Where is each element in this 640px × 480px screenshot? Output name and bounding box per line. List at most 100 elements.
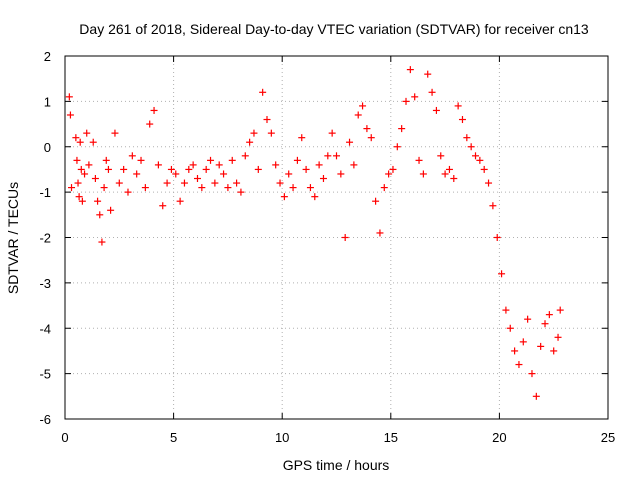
- data-point: [185, 165, 193, 173]
- data-point: [333, 152, 340, 160]
- data-point: [498, 270, 506, 278]
- data-point: [445, 165, 453, 173]
- data-point: [389, 165, 397, 173]
- data-point: [432, 106, 440, 114]
- data-point: [346, 138, 354, 146]
- data-point: [276, 179, 284, 187]
- y-tick-label: -6: [39, 412, 51, 427]
- data-point: [100, 184, 108, 192]
- data-point: [367, 134, 375, 142]
- data-point: [81, 170, 89, 178]
- data-point: [124, 188, 132, 196]
- data-point: [385, 170, 393, 178]
- data-point: [298, 134, 306, 142]
- data-point: [493, 234, 501, 241]
- data-point: [393, 143, 401, 151]
- data-point: [133, 170, 141, 178]
- data-point: [372, 197, 380, 205]
- data-point: [406, 66, 414, 74]
- data-point: [289, 184, 297, 192]
- data-point: [267, 129, 275, 137]
- data-point: [485, 179, 493, 187]
- data-point: [163, 179, 171, 187]
- data-point: [198, 184, 206, 192]
- data-point: [73, 156, 81, 164]
- data-point: [506, 324, 514, 332]
- x-tick-label: 20: [492, 430, 506, 445]
- data-point: [524, 315, 532, 323]
- data-point: [193, 175, 201, 183]
- data-point: [293, 156, 301, 164]
- data-point: [450, 175, 458, 183]
- data-point: [141, 184, 149, 192]
- data-point: [537, 342, 545, 350]
- y-tick-labels: 2 1 0 -1 -2 -3 -4 -5 -6: [39, 49, 51, 427]
- data-point: [341, 234, 349, 241]
- data-point: [120, 165, 128, 173]
- data-point: [528, 370, 536, 378]
- data-point: [402, 97, 410, 105]
- data-point: [428, 88, 436, 96]
- data-point: [250, 129, 258, 137]
- data-point: [83, 129, 91, 137]
- grid-lines: [65, 56, 608, 419]
- data-point: [302, 165, 310, 173]
- data-point: [315, 161, 323, 169]
- data-point: [556, 306, 564, 314]
- data-point: [72, 134, 80, 142]
- data-point: [324, 152, 332, 160]
- data-point: [380, 184, 388, 192]
- y-tick-label: 1: [44, 94, 51, 109]
- data-point: [228, 156, 236, 164]
- x-tick-label: 5: [170, 430, 177, 445]
- data-point: [215, 161, 223, 169]
- data-point: [207, 156, 215, 164]
- data-point: [454, 102, 462, 110]
- data-point: [467, 143, 475, 151]
- data-point: [146, 120, 154, 128]
- data-point: [502, 306, 510, 314]
- data-point: [98, 238, 106, 246]
- data-point: [202, 165, 210, 173]
- x-axis-label: GPS time / hours: [283, 457, 390, 473]
- data-point: [554, 333, 562, 341]
- data-point: [311, 193, 319, 201]
- data-point: [359, 102, 367, 110]
- data-point: [104, 165, 112, 173]
- data-point: [272, 161, 280, 169]
- data-point: [115, 179, 123, 187]
- data-point: [337, 170, 345, 178]
- data-point: [511, 347, 519, 355]
- data-point: [172, 170, 180, 178]
- x-tick-label: 15: [384, 430, 398, 445]
- data-point: [237, 188, 245, 196]
- chart-title: Day 261 of 2018, Sidereal Day-to-day VTE…: [79, 21, 589, 37]
- data-point: [91, 175, 99, 183]
- data-point: [220, 170, 228, 178]
- x-tick-labels: 0 5 10 15 20 25: [61, 430, 615, 445]
- data-point: [463, 134, 471, 142]
- data-point: [66, 111, 74, 119]
- x-tick-label: 10: [275, 430, 289, 445]
- data-point: [89, 138, 97, 146]
- data-point: [167, 165, 175, 173]
- y-tick-label: -3: [39, 276, 51, 291]
- y-tick-label: -2: [39, 231, 51, 246]
- data-point: [111, 129, 119, 137]
- data-point: [75, 193, 83, 201]
- data-point: [94, 197, 102, 205]
- data-point: [241, 152, 249, 160]
- data-point: [74, 179, 82, 187]
- data-point: [280, 193, 288, 201]
- y-tick-label: -4: [39, 321, 51, 336]
- y-tick-label: -5: [39, 367, 51, 382]
- data-point: [65, 93, 73, 101]
- data-point: [224, 184, 232, 192]
- data-point: [545, 311, 553, 319]
- axis-ticks: [64, 55, 609, 420]
- data-point: [328, 129, 336, 137]
- data-point: [354, 111, 362, 119]
- data-point: [306, 184, 314, 192]
- data-point: [68, 184, 76, 192]
